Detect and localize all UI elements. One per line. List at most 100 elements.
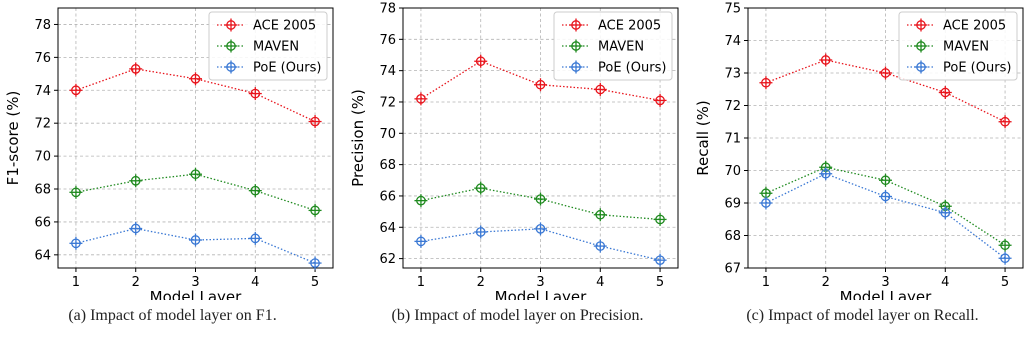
chart2-legend: ACE 2005 MAVEN PoE (Ours)	[898, 11, 1018, 81]
chart2-ytick-label-71: 71	[724, 132, 741, 147]
chart2-series-ace-2005	[759, 53, 1012, 129]
chart0-xtick-label-2: 2	[132, 275, 140, 290]
chart2-legend-label-ace-2005: ACE 2005	[943, 19, 1006, 34]
chart1-point-poe-ours-2	[474, 225, 488, 239]
chart1-xlabel: Model Layer	[495, 288, 587, 300]
chart-panel-precision: 1 2 3 4 5 62 64 66 68 70 72 74 76 78 Model Layer Precis…	[345, 0, 690, 350]
chart2-xtick-label-4: 4	[941, 275, 949, 290]
chart2-ytick-label-73: 73	[724, 67, 741, 82]
chart1-xtick-label-4: 4	[596, 275, 604, 290]
chart0-point-ace-2005-4	[248, 87, 262, 101]
chart2-point-ace-2005-3	[879, 66, 892, 80]
chart0-ytick-label-76: 76	[34, 51, 51, 66]
chart1-point-ace-2005-5	[653, 93, 667, 107]
chart0-ytick-label-68: 68	[34, 183, 51, 198]
chart0-point-ace-2005-3	[189, 72, 202, 86]
chart0-xtick-label-5: 5	[311, 275, 319, 290]
chart2-point-poe-ours-1	[759, 196, 773, 210]
chart2-legend-box	[898, 11, 1018, 81]
chart0-point-poe-ours-5	[308, 256, 322, 270]
chart1-legend-marker-poe-ours	[569, 60, 583, 74]
chart2-point-poe-ours-4	[938, 206, 952, 220]
chart1-point-maven-4	[593, 208, 607, 222]
chart0-point-ace-2005-5	[308, 115, 322, 129]
chart2-xtick-label-1: 1	[762, 275, 770, 290]
chart0-ytick-label-64: 64	[34, 248, 51, 263]
chart0-legend-marker-ace-2005	[224, 18, 238, 32]
chart2-line-ace-2005	[765, 59, 1006, 123]
chart1-point-poe-ours-1	[414, 234, 428, 248]
chart0-legend-label-poe-ours: PoE (Ours)	[253, 61, 321, 76]
chart1-point-maven-2	[474, 181, 488, 195]
chart2-point-ace-2005-5	[998, 115, 1012, 129]
chart1-series-poe-ours	[414, 222, 667, 267]
chart1-ytick-label-68: 68	[379, 158, 396, 173]
chart2-point-maven-3	[879, 173, 892, 187]
chart1-series-ace-2005	[414, 54, 667, 107]
chart0-legend-box	[208, 11, 328, 81]
chart1-point-maven-5	[653, 212, 667, 226]
chart0-point-maven-5	[308, 203, 322, 217]
chart1-xtick-label-3: 3	[536, 275, 544, 290]
chart2-ytick-label-75: 75	[724, 2, 741, 17]
chart1-ytick-label-72: 72	[379, 95, 396, 110]
chart2-point-maven-5	[998, 238, 1012, 252]
chart0-point-poe-ours-3	[189, 233, 202, 247]
chart1-point-poe-ours-3	[534, 222, 547, 236]
chart0-xtick-label-3: 3	[191, 275, 199, 290]
caption-f1: (a) Impact of model layer on F1.	[68, 307, 277, 324]
caption-recall: (c) Impact of model layer on Recall.	[746, 307, 979, 324]
chart1-xtick-label-1: 1	[417, 275, 425, 290]
chart1-series-maven	[414, 181, 667, 226]
chart0-series-poe-ours	[69, 222, 322, 270]
chart2-ytick-label-72: 72	[724, 99, 741, 114]
chart2-ytick-label-70: 70	[724, 164, 741, 179]
chart0-legend: ACE 2005 MAVEN PoE (Ours)	[208, 11, 328, 81]
chart-f1: 1 2 3 4 5 64 66 68 70 72 74 76 78 Model Layer F1-score…	[4, 7, 334, 300]
chart0-point-maven-1	[69, 185, 83, 199]
chart0-legend-label-maven: MAVEN	[253, 40, 299, 55]
chart0-point-maven-2	[129, 174, 143, 188]
chart2-series-maven	[759, 160, 1012, 252]
chart1-legend-marker-maven	[569, 39, 583, 53]
chart2-point-ace-2005-1	[759, 76, 773, 90]
chart1-ytick-label-62: 62	[379, 252, 396, 267]
chart1-legend: ACE 2005 MAVEN PoE (Ours)	[553, 11, 673, 81]
chart0-point-maven-4	[248, 184, 262, 198]
chart1-ylabel: Precision (%)	[349, 89, 367, 187]
chart0-ytick-label-78: 78	[34, 18, 51, 33]
chart1-point-poe-ours-5	[653, 253, 667, 267]
chart1-legend-label-poe-ours: PoE (Ours)	[598, 61, 666, 76]
chart0-legend-label-ace-2005: ACE 2005	[253, 19, 316, 34]
chart0-line-maven	[75, 173, 316, 212]
chart0-point-poe-ours-1	[69, 236, 83, 250]
chart1-legend-marker-ace-2005	[569, 18, 583, 32]
chart2-legend-marker-poe-ours	[914, 60, 928, 74]
chart-recall: 1 2 3 4 5 67 68 69 70 71 72 73 74 75 Model Layer Recall…	[694, 2, 1024, 300]
chart2-legend-marker-maven	[914, 39, 928, 53]
chart2-ylabel: Recall (%)	[694, 100, 712, 175]
chart0-point-ace-2005-2	[129, 62, 143, 76]
chart1-ytick-label-76: 76	[379, 33, 396, 48]
chart0-point-poe-ours-2	[129, 222, 143, 236]
chart0-line-poe-ours	[75, 227, 316, 264]
chart0-ytick-label-74: 74	[34, 84, 51, 99]
chart2-point-poe-ours-5	[998, 251, 1012, 265]
chart-panel-f1: 1 2 3 4 5 64 66 68 70 72 74 76 78 Model Layer F1-score…	[0, 0, 345, 350]
chart0-xtick-label-1: 1	[72, 275, 80, 290]
chart2-xtick-label-3: 3	[881, 275, 889, 290]
chart0-xtick-label-4: 4	[251, 275, 259, 290]
chart2-point-ace-2005-4	[938, 86, 952, 99]
chart0-ytick-label-70: 70	[34, 150, 51, 165]
chart1-legend-label-maven: MAVEN	[598, 40, 644, 55]
chart2-xtick-label-2: 2	[822, 275, 830, 290]
chart0-grid	[58, 8, 333, 268]
chart0-legend-marker-poe-ours	[224, 60, 238, 74]
chart1-xtick-label-2: 2	[477, 275, 485, 290]
chart0-point-maven-3	[189, 167, 202, 181]
chart0-ylabel: F1-score (%)	[4, 91, 22, 186]
chart1-legend-label-ace-2005: ACE 2005	[598, 19, 661, 34]
chart2-point-poe-ours-3	[879, 190, 892, 203]
chart1-point-maven-1	[414, 194, 428, 208]
